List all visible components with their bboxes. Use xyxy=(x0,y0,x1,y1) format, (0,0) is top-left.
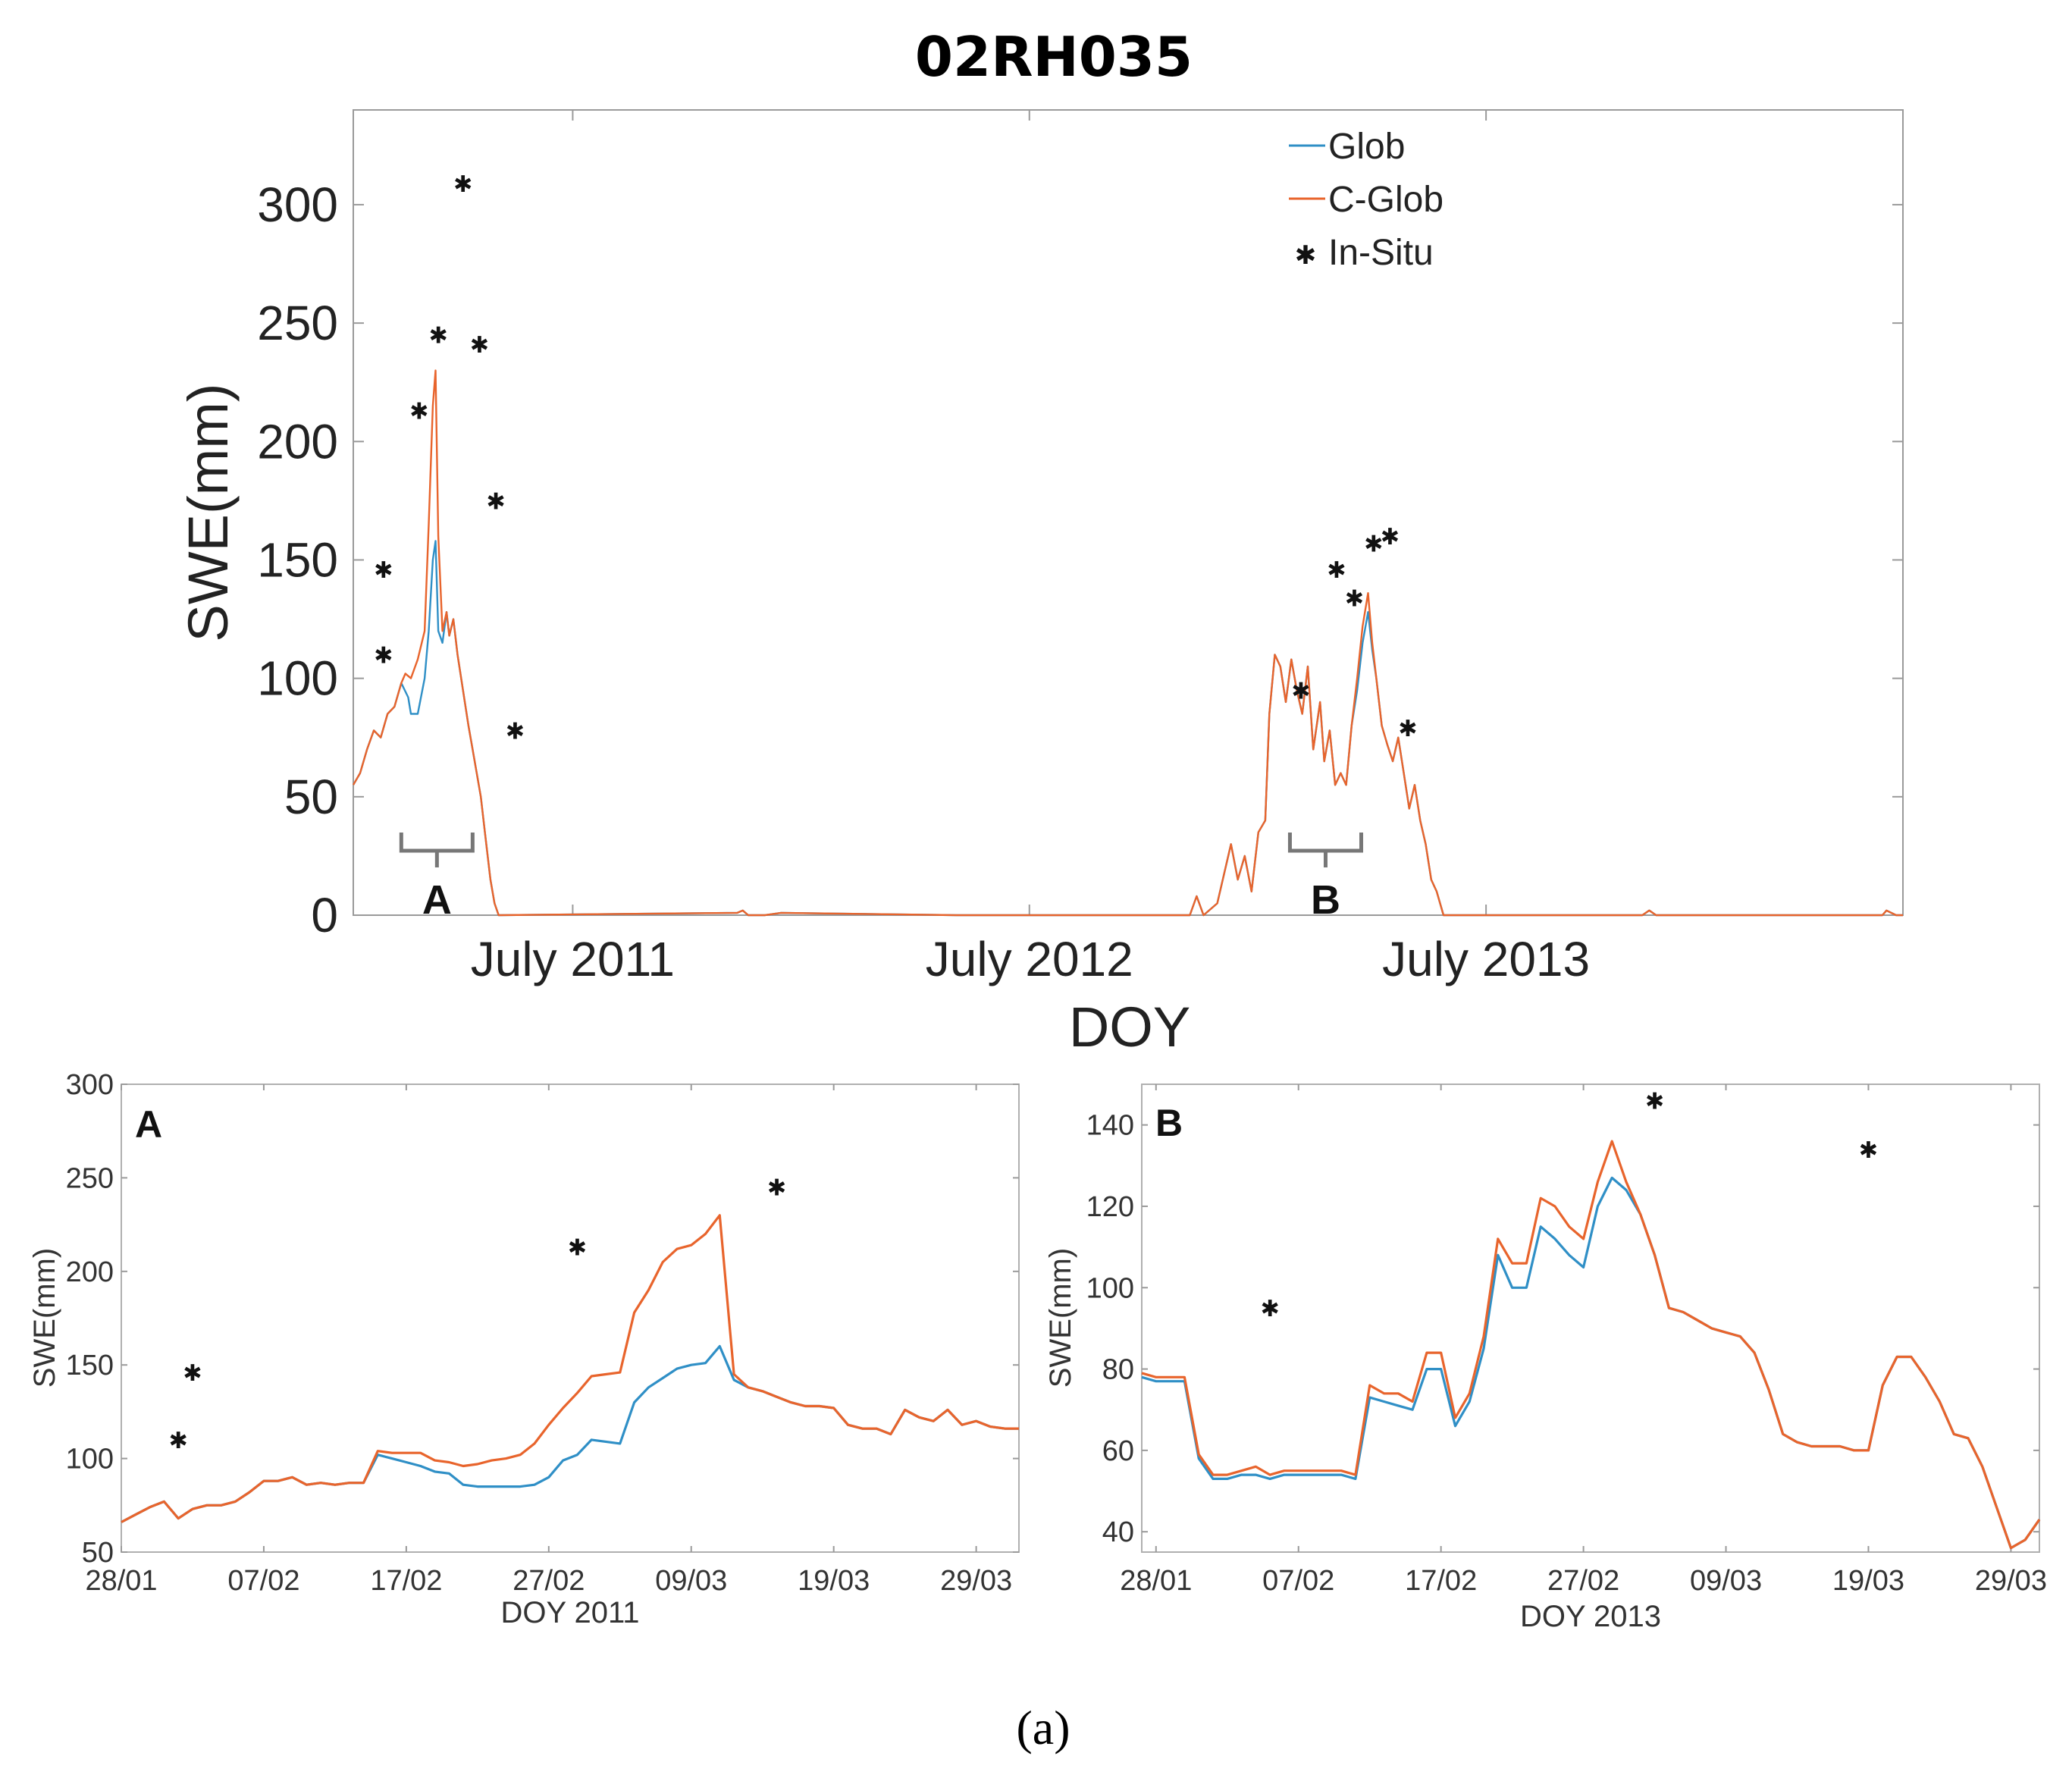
panel-b-series-glob xyxy=(1141,1176,2041,1550)
panel-b-ytick-label: 120 xyxy=(1086,1191,1134,1223)
panel-b-ytick-label: 80 xyxy=(1102,1354,1134,1386)
main-insitu-point: ✱ xyxy=(1381,525,1400,550)
panel-a-series-cglob xyxy=(121,1214,1019,1523)
panel-a-insitu-point: ✱ xyxy=(183,1361,202,1386)
figure-caption: (a) xyxy=(1016,1701,1070,1755)
main-insitu-point: ✱ xyxy=(374,558,393,583)
main-ytick-label: 200 xyxy=(257,414,338,469)
panel-a-series-glob xyxy=(121,1344,1019,1523)
main-insitu-point: ✱ xyxy=(453,172,472,197)
panel-b-letter: B xyxy=(1155,1102,1183,1144)
panel-a-x-axis-label: DOY 2011 xyxy=(500,1596,639,1629)
main-bracket-label-b: B xyxy=(1311,877,1340,923)
main-ytick-label: 250 xyxy=(257,296,338,350)
main-x-axis-label: DOY xyxy=(1069,996,1190,1058)
panel-a-ytick-label: 200 xyxy=(66,1256,114,1288)
main-ytick-label: 150 xyxy=(257,532,338,587)
main-bracket-b xyxy=(1287,833,1363,867)
panel-a-ytick-label: 300 xyxy=(66,1069,114,1101)
panel-a-xtick-label: 07/02 xyxy=(227,1565,299,1597)
panel-a-frame xyxy=(121,1084,1020,1553)
panel-b-axis-ticks: 40 60 80 100 120 140 28/01 07/02 17/02 27/02 09/03… xyxy=(1086,1084,2047,1597)
panel-b-xtick-label: 27/02 xyxy=(1547,1565,1619,1597)
panel-a-xtick-label: 17/02 xyxy=(370,1565,442,1597)
main-bracket-a xyxy=(399,833,475,867)
main-ytick-label: 0 xyxy=(311,888,338,942)
main-insitu-point: ✱ xyxy=(470,333,489,358)
main-xtick-label: July 2013 xyxy=(1382,932,1590,986)
main-insitu-layer: ✱✱✱✱✱✱✱✱✱✱✱✱✱✱ xyxy=(374,172,1417,745)
panel-a-y-axis-label: SWE(mm) xyxy=(28,1248,61,1388)
main-xtick-label: July 2011 xyxy=(471,932,675,986)
panel-b-ytick-label: 40 xyxy=(1102,1516,1134,1548)
panel-a-axis-ticks: 50 100 150 200 250 300 28/01 07/02 17/02 27/02 09/… xyxy=(66,1069,1019,1597)
panel-b-insitu-point: ✱ xyxy=(1645,1089,1664,1114)
main-series-cglob xyxy=(352,369,1903,917)
figure-title: 02RH035 xyxy=(915,25,1193,89)
main-chart: 0 50 100 150 200 250 300 July 2011 July 2012 July… xyxy=(177,109,1904,1058)
main-ytick-label: 50 xyxy=(284,770,338,824)
panel-b-insitu-layer: ✱ ✱ ✱ xyxy=(1261,1089,1878,1322)
panel-a-xtick-label: 29/03 xyxy=(940,1565,1012,1597)
main-insitu-point: ✱ xyxy=(1398,717,1417,742)
panel-a-ytick-label: 150 xyxy=(66,1350,114,1381)
legend-insitu-label: In-Situ xyxy=(1328,233,1434,273)
main-ytick-label: 300 xyxy=(257,177,338,232)
panel-a-ytick-label: 100 xyxy=(66,1444,114,1476)
legend: Glob C-Glob ✱ In-Situ xyxy=(1289,127,1444,273)
main-insitu-point: ✱ xyxy=(1364,532,1383,557)
panel-a-xtick-label: 28/01 xyxy=(85,1565,157,1597)
panel-a-chart: 50 100 150 200 250 300 28/01 07/02 17/02 27/02 09/… xyxy=(28,1069,1020,1629)
panel-a-ytick-label: 50 xyxy=(82,1537,114,1569)
panel-a-insitu-point: ✱ xyxy=(767,1176,786,1201)
panel-b-xtick-label: 07/02 xyxy=(1262,1565,1334,1597)
main-axis-ticks: 0 50 100 150 200 250 300 July 2011 July 2012 July… xyxy=(257,110,1903,986)
panel-b-series-layer xyxy=(1141,1140,2041,1550)
panel-a-xtick-label: 09/03 xyxy=(655,1565,727,1597)
main-xtick-label: July 2012 xyxy=(926,932,1133,986)
panel-a-xtick-label: 19/03 xyxy=(798,1565,870,1597)
panel-b-chart: 40 60 80 100 120 140 28/01 07/02 17/02 27/02 09/03… xyxy=(1044,1084,2047,1633)
legend-cglob-label: C-Glob xyxy=(1328,180,1444,220)
panel-b-xtick-label: 09/03 xyxy=(1690,1565,1762,1597)
panel-b-ytick-label: 140 xyxy=(1086,1110,1134,1142)
panel-b-xtick-label: 19/03 xyxy=(1832,1565,1904,1597)
panel-b-ytick-label: 60 xyxy=(1102,1435,1134,1467)
main-ytick-label: 100 xyxy=(257,651,338,706)
main-insitu-point: ✱ xyxy=(409,400,428,425)
panel-a-insitu-point: ✱ xyxy=(568,1236,587,1261)
panel-b-insitu-point: ✱ xyxy=(1859,1138,1878,1163)
panel-b-y-axis-label: SWE(mm) xyxy=(1044,1248,1077,1388)
panel-a-insitu-point: ✱ xyxy=(169,1428,188,1454)
panel-a-letter: A xyxy=(135,1103,162,1146)
main-series-layer xyxy=(352,369,1903,917)
panel-b-insitu-point: ✱ xyxy=(1261,1297,1280,1322)
main-insitu-point: ✱ xyxy=(1327,558,1346,583)
main-insitu-point: ✱ xyxy=(487,489,506,514)
main-bracket-label-a: A xyxy=(422,877,452,923)
main-insitu-point: ✱ xyxy=(374,643,393,668)
main-insitu-point: ✱ xyxy=(1345,586,1364,611)
main-insitu-point: ✱ xyxy=(506,719,525,744)
panel-a-xtick-label: 27/02 xyxy=(513,1565,585,1597)
panel-b-xtick-label: 17/02 xyxy=(1405,1565,1477,1597)
panel-a-series-layer xyxy=(121,1214,1019,1523)
panel-b-series-cglob xyxy=(1141,1140,2041,1550)
panel-b-frame xyxy=(1141,1084,2040,1553)
main-insitu-point: ✱ xyxy=(1291,679,1310,704)
panel-b-x-axis-label: DOY 2013 xyxy=(1520,1600,1661,1633)
panel-b-xtick-label: 28/01 xyxy=(1120,1565,1192,1597)
panel-b-ytick-label: 100 xyxy=(1086,1272,1134,1304)
panel-a-ytick-label: 250 xyxy=(66,1162,114,1194)
main-insitu-point: ✱ xyxy=(429,324,448,349)
main-series-glob xyxy=(352,540,1903,917)
main-y-axis-label: SWE(mm) xyxy=(177,383,240,641)
panel-b-xtick-label: 29/03 xyxy=(1975,1565,2047,1597)
legend-glob-label: Glob xyxy=(1328,127,1405,167)
main-plot-frame xyxy=(353,109,1904,916)
panel-a-insitu-layer: ✱ ✱ ✱ ✱ xyxy=(169,1176,786,1454)
legend-insitu-marker: ✱ xyxy=(1295,241,1317,270)
